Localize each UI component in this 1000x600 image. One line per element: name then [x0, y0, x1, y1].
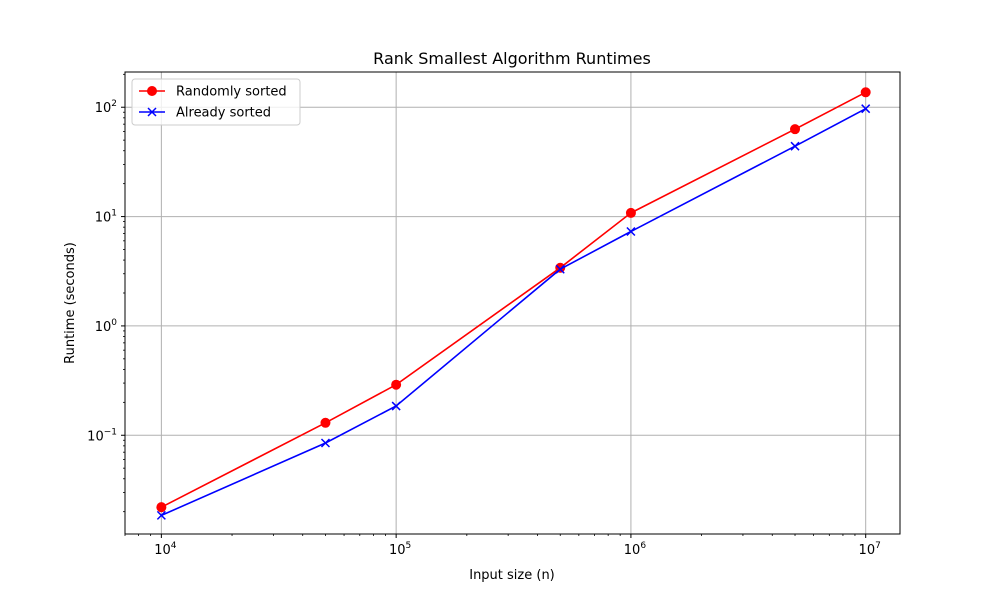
data-point-already-sorted-stroke [320, 438, 330, 448]
x-tick-label: 104 [154, 541, 177, 558]
data-point-already-sorted-stroke [391, 401, 401, 411]
data-point-already-sorted [391, 401, 401, 411]
y-tick-label: 10−1 [87, 427, 117, 444]
y-tick-label: 100 [95, 318, 118, 335]
data-point-already-sorted [320, 438, 330, 448]
chart-title: Rank Smallest Algorithm Runtimes [373, 49, 651, 68]
data-point-already-sorted-stroke [626, 226, 636, 237]
y-tick-label: 102 [95, 99, 117, 116]
legend-marker-already-sorted-stroke [147, 107, 157, 117]
y-axis-label: Runtime (seconds) [63, 242, 78, 364]
series-layer [156, 87, 871, 520]
data-point-randomly-sorted [391, 379, 402, 390]
data-point-already-sorted-stroke [555, 264, 565, 274]
data-point-already-sorted [555, 264, 565, 274]
plot-frame [124, 71, 901, 535]
legend: Randomly sorted Already sorted [131, 78, 301, 126]
data-point-randomly-sorted [860, 87, 871, 98]
data-point-randomly-sorted [625, 207, 636, 218]
x-axis-label: Input size (n) [469, 568, 555, 583]
legend-marker-already-sorted [147, 107, 157, 117]
data-point-randomly-sorted [320, 417, 331, 428]
data-point-already-sorted-stroke [790, 141, 800, 151]
legend-box [131, 78, 301, 126]
x-tick-label: 107 [859, 541, 881, 558]
legend-label-randomly-sorted: Randomly sorted [176, 85, 287, 100]
x-tick-label: 105 [389, 541, 411, 558]
y-tick-label: 101 [95, 209, 117, 226]
data-point-already-sorted [626, 226, 636, 237]
data-point-randomly-sorted [156, 502, 167, 513]
data-point-already-sorted [790, 141, 800, 151]
x-tick-label: 106 [624, 541, 647, 558]
legend-label-already-sorted: Already sorted [176, 106, 271, 121]
legend-marker-randomly-sorted [147, 86, 157, 96]
ticks: 104 105 106 107 10−1 100 101 102 [87, 73, 881, 558]
data-point-already-sorted [861, 104, 871, 114]
data-point-already-sorted-stroke [861, 104, 871, 114]
data-point-randomly-sorted [790, 124, 801, 135]
data-point-already-sorted [156, 510, 166, 520]
data-point-already-sorted-stroke [156, 510, 166, 520]
